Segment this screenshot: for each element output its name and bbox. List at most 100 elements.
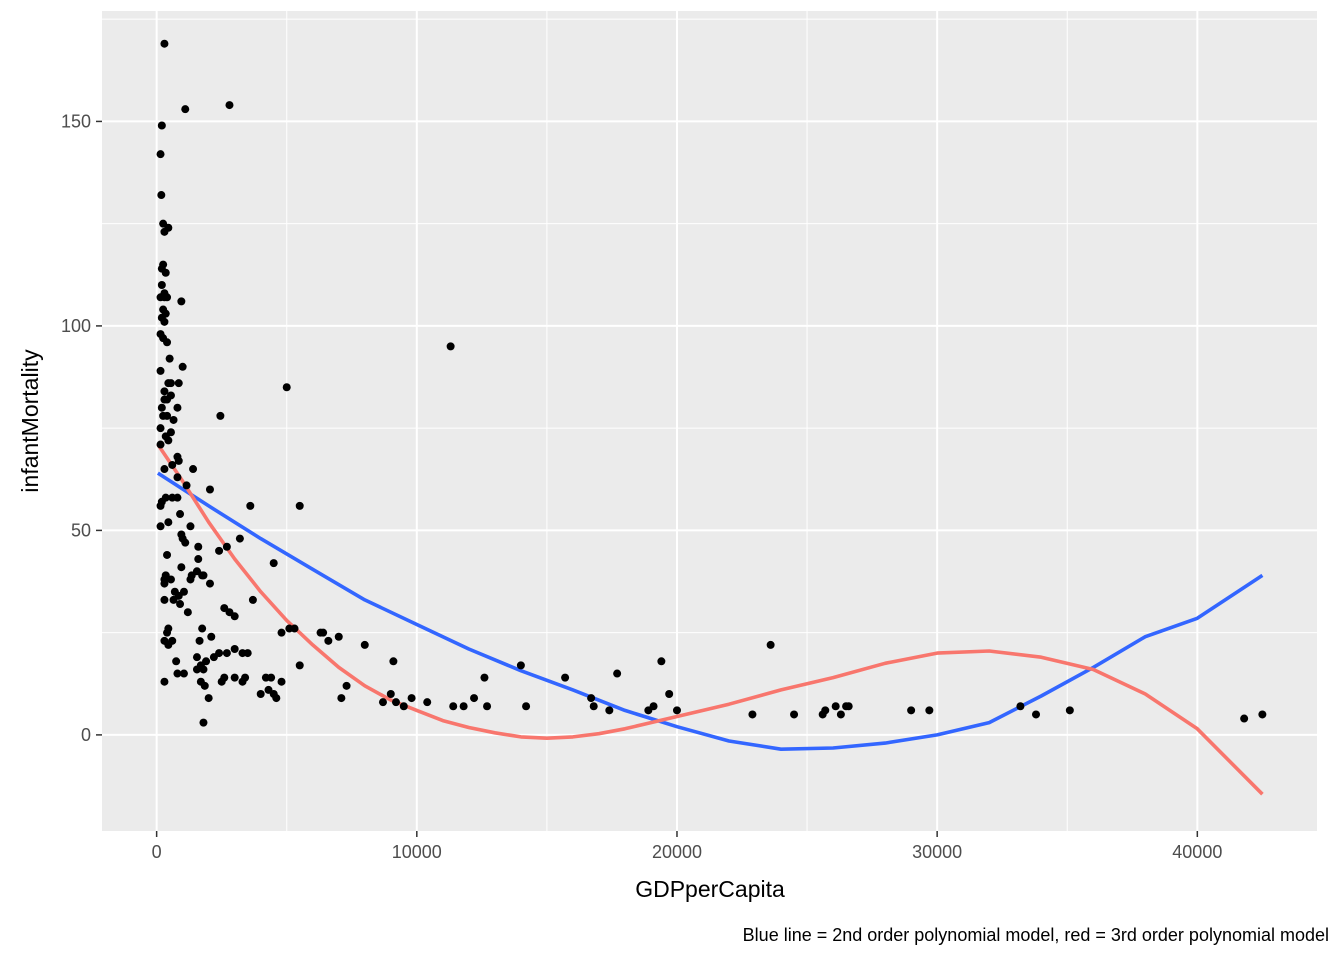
data-point — [831, 702, 840, 711]
data-point — [238, 677, 247, 686]
data-point — [222, 542, 231, 551]
x-tick-label: 40000 — [1172, 842, 1222, 862]
data-point — [160, 465, 169, 474]
data-point — [248, 595, 257, 604]
data-point — [160, 579, 169, 588]
data-point — [205, 485, 214, 494]
plot-panel — [102, 11, 1317, 831]
data-point — [163, 293, 172, 302]
data-point — [391, 698, 400, 707]
data-point — [657, 657, 666, 666]
data-point — [319, 628, 328, 637]
data-point — [446, 342, 455, 351]
data-point — [561, 673, 570, 682]
data-point — [209, 653, 218, 662]
data-point — [173, 403, 182, 412]
data-point — [665, 689, 674, 698]
data-point — [157, 191, 166, 200]
data-point — [192, 653, 201, 662]
data-point — [164, 223, 173, 232]
data-point — [189, 465, 198, 474]
data-point — [672, 706, 681, 715]
data-point — [160, 317, 169, 326]
data-point — [587, 694, 596, 703]
data-point — [202, 657, 211, 666]
y-tick-label: 50 — [71, 520, 91, 540]
data-point — [165, 354, 174, 363]
data-point — [235, 534, 244, 543]
data-point — [194, 555, 203, 564]
data-point — [163, 411, 172, 420]
data-point — [483, 702, 492, 711]
data-point — [295, 661, 304, 670]
data-point — [164, 518, 173, 527]
data-point — [246, 501, 255, 510]
data-point — [386, 689, 395, 698]
model-curves — [156, 443, 1264, 796]
data-point — [907, 706, 916, 715]
data-point — [399, 702, 408, 711]
data-point — [243, 649, 252, 658]
data-point — [176, 510, 185, 519]
data-point — [178, 362, 187, 371]
data-point — [222, 649, 231, 658]
data-point — [156, 366, 165, 375]
data-point — [277, 628, 286, 637]
data-point — [198, 624, 207, 633]
data-point — [186, 522, 195, 531]
data-point — [230, 645, 239, 654]
data-point — [821, 706, 830, 715]
data-point — [194, 542, 203, 551]
data-point — [766, 640, 775, 649]
data-point — [163, 338, 172, 347]
data-point — [1065, 706, 1074, 715]
data-point — [342, 681, 351, 690]
data-point — [160, 677, 169, 686]
data-point — [199, 665, 208, 674]
data-point — [183, 608, 192, 617]
data-point — [470, 694, 479, 703]
x-tick-label: 0 — [152, 842, 162, 862]
data-point — [181, 105, 190, 114]
data-point — [192, 665, 201, 674]
data-point — [174, 379, 183, 388]
data-point — [844, 702, 853, 711]
data-point — [179, 587, 188, 596]
data-point — [449, 702, 458, 711]
data-point — [207, 632, 216, 641]
data-point — [459, 702, 468, 711]
data-point — [272, 694, 281, 703]
data-point — [282, 383, 291, 392]
data-point — [217, 677, 226, 686]
data-point — [230, 612, 239, 621]
data-point — [156, 440, 165, 449]
data-point — [173, 669, 182, 678]
data-point — [516, 661, 525, 670]
data-point — [195, 636, 204, 645]
data-point — [269, 559, 278, 568]
data-point — [1258, 710, 1267, 719]
data-point — [176, 600, 185, 609]
data-point — [407, 694, 416, 703]
data-point — [156, 150, 165, 159]
data-point — [1240, 714, 1249, 723]
data-point — [790, 710, 799, 719]
data-point — [156, 501, 165, 510]
data-point — [1016, 702, 1025, 711]
x-axis-title: GDPperCapita — [635, 876, 785, 902]
data-point — [181, 538, 190, 547]
data-point — [613, 669, 622, 678]
data-point — [168, 460, 177, 469]
data-point — [204, 694, 213, 703]
data-point — [285, 624, 294, 633]
data-point — [163, 550, 172, 559]
data-point — [277, 677, 286, 686]
data-point — [199, 571, 208, 580]
data-point — [169, 595, 178, 604]
data-point — [169, 415, 178, 424]
data-point — [173, 473, 182, 482]
data-point — [522, 702, 531, 711]
data-point — [337, 694, 346, 703]
data-point — [172, 657, 181, 666]
data-point — [179, 669, 188, 678]
